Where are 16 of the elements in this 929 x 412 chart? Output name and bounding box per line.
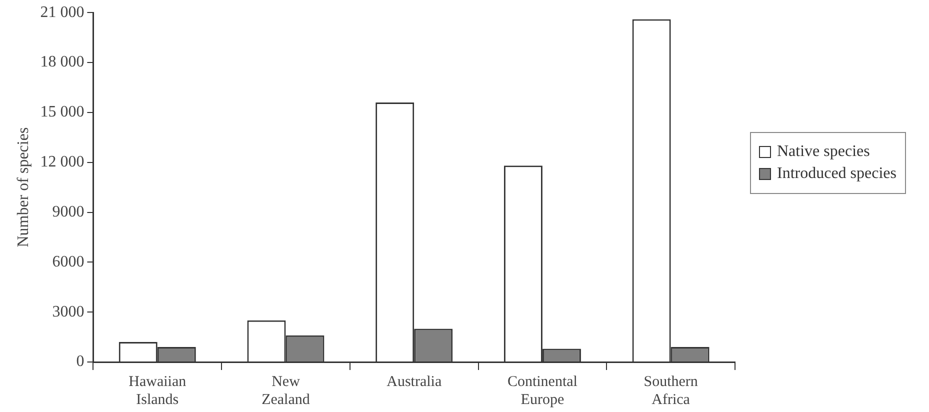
x-tick-label: Continental Europe	[507, 374, 578, 408]
y-axis-title: Number of species	[14, 127, 32, 248]
text: Native species	[777, 143, 870, 161]
y-tick-label: 3000	[52, 303, 84, 320]
y-tick-label: 0	[76, 353, 84, 370]
x-tick-label: Southern Africa	[644, 374, 698, 408]
x-tick-label: New Zealand	[262, 374, 310, 408]
y-tick-label: 6000	[52, 253, 84, 270]
x-tick-label: Australia	[386, 374, 442, 390]
x-tick-label: Hawaiian Islands	[128, 374, 187, 408]
y-tick-label: 12 000	[40, 154, 84, 171]
legend-label: Introduced species	[777, 165, 897, 183]
y-tick-label: 18 000	[40, 54, 84, 71]
y-tick-label: 15 000	[40, 104, 84, 121]
y-tick-label: 9000	[52, 203, 84, 220]
y-tick-label: 21 000	[40, 4, 84, 21]
